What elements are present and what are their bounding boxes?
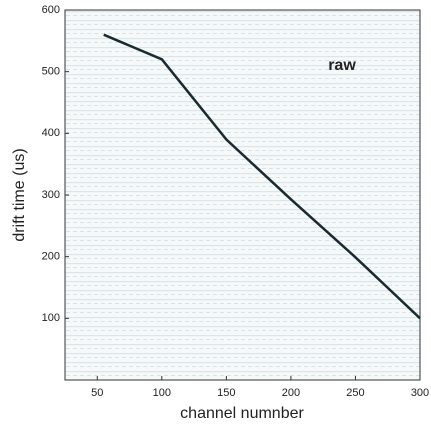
y-tick-label: 400 — [42, 127, 60, 139]
y-tick-label: 100 — [42, 312, 60, 324]
y-tick-label: 300 — [42, 189, 60, 201]
x-tick-label: 150 — [217, 387, 235, 399]
x-axis-label: channel numnber — [180, 405, 304, 422]
y-tick-label: 600 — [42, 4, 60, 16]
y-axis-label: drift time (us) — [11, 148, 28, 241]
x-tick-label: 250 — [346, 387, 364, 399]
x-tick-label: 200 — [282, 387, 300, 399]
y-tick-label: 200 — [42, 251, 60, 263]
track-line — [103, 33, 421, 320]
x-tick-label: 50 — [91, 387, 103, 399]
y-tick-label: 500 — [42, 66, 60, 78]
annotation: raw — [328, 57, 356, 74]
background-texture — [65, 10, 420, 380]
x-tick-label: 100 — [153, 387, 171, 399]
x-tick-label: 300 — [411, 387, 429, 399]
